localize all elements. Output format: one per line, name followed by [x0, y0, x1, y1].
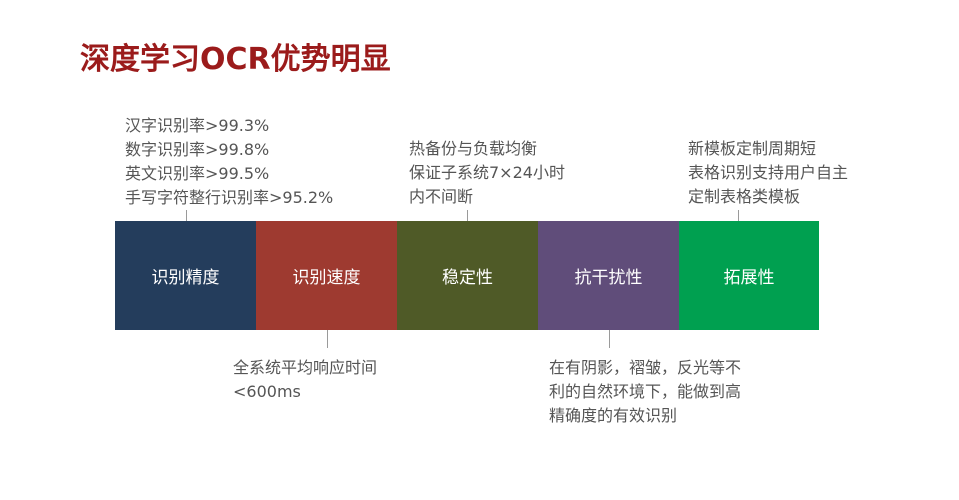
- stability-note-line: 保证子系统7×24小时: [409, 163, 565, 182]
- accuracy-note: 汉字识别率>99.3% 数字识别率>99.8% 英文识别率>99.5% 手写字符…: [125, 114, 333, 210]
- stability-note-line: 热备份与负载均衡: [409, 139, 538, 158]
- anti-interference-connector: [609, 330, 610, 348]
- segment-speed: 识别速度: [256, 221, 397, 330]
- segment-label: 抗干扰性: [574, 268, 643, 288]
- stability-connector: [467, 210, 468, 221]
- segment-anti-interference: 抗干扰性: [538, 221, 679, 330]
- anti-interference-note: 在有阴影，褶皱，反光等不 利的自然环境下，能做到高 精确度的有效识别: [549, 356, 741, 428]
- accuracy-note-line: 英文识别率>99.5%: [125, 164, 270, 183]
- segment-extensibility: 拓展性: [679, 221, 819, 330]
- stability-note-line: 内不间断: [409, 187, 474, 206]
- accuracy-note-line: 手写字符整行识别率>95.2%: [125, 188, 334, 207]
- speed-note-line: 全系统平均响应时间: [233, 358, 378, 377]
- advantage-bar: 识别精度 识别速度 稳定性 抗干扰性 拓展性: [115, 221, 819, 330]
- speed-note-line: <600ms: [233, 382, 301, 401]
- page-title: 深度学习OCR优势明显: [80, 42, 391, 77]
- speed-note: 全系统平均响应时间 <600ms: [233, 356, 377, 404]
- extensibility-note: 新模板定制周期短 表格识别支持用户自主 定制表格类模板: [688, 137, 848, 209]
- accuracy-note-line: 汉字识别率>99.3%: [125, 116, 270, 135]
- accuracy-connector: [186, 210, 187, 221]
- extensibility-note-line: 新模板定制周期短: [688, 139, 817, 158]
- segment-stability: 稳定性: [397, 221, 538, 330]
- segment-label: 稳定性: [442, 268, 493, 288]
- extensibility-note-line: 表格识别支持用户自主: [688, 163, 849, 182]
- segment-accuracy: 识别精度: [115, 221, 256, 330]
- accuracy-note-line: 数字识别率>99.8%: [125, 140, 270, 159]
- segment-label: 拓展性: [723, 268, 775, 288]
- anti-interference-note-line: 利的自然环境下，能做到高: [549, 382, 742, 401]
- anti-interference-note-line: 在有阴影，褶皱，反光等不: [549, 358, 742, 377]
- extensibility-connector: [738, 210, 739, 221]
- segment-label: 识别速度: [292, 268, 361, 288]
- extensibility-note-line: 定制表格类模板: [688, 187, 801, 206]
- anti-interference-note-line: 精确度的有效识别: [549, 406, 678, 425]
- speed-connector: [327, 330, 328, 348]
- stability-note: 热备份与负载均衡 保证子系统7×24小时 内不间断: [409, 137, 565, 209]
- segment-label: 识别精度: [151, 268, 220, 288]
